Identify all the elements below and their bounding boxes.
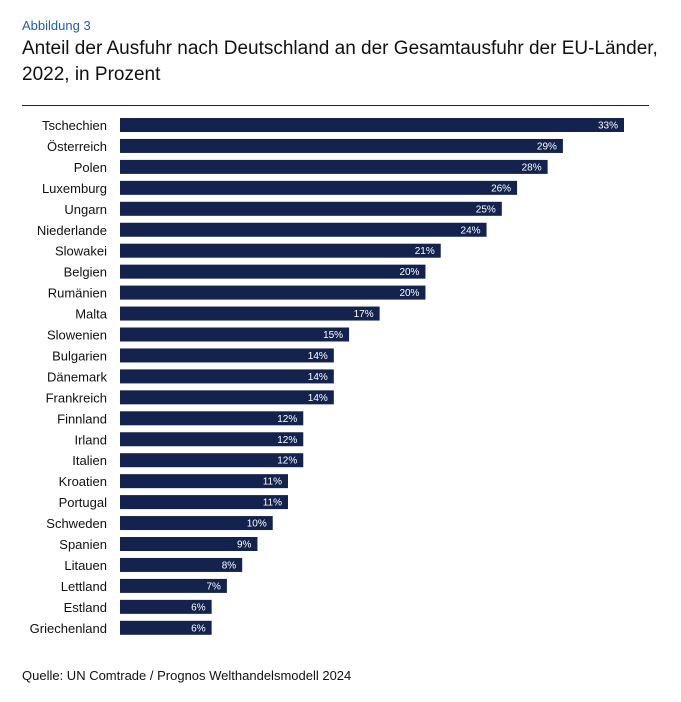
bar — [120, 180, 518, 195]
category-label: Slowenien — [47, 328, 107, 343]
category-label: Lettland — [61, 579, 107, 594]
data-label: 33% — [598, 121, 618, 132]
bar — [120, 453, 304, 468]
bar — [120, 432, 304, 447]
data-label: 8% — [222, 560, 237, 571]
category-label: Dänemark — [47, 369, 107, 384]
bar — [120, 390, 334, 405]
bar — [120, 306, 380, 321]
category-label: Frankreich — [46, 390, 107, 405]
data-label: 20% — [399, 288, 419, 299]
bar — [120, 118, 624, 132]
category-label: Finnland — [57, 411, 107, 426]
data-label: 20% — [399, 267, 419, 278]
category-label: Belgien — [64, 265, 107, 280]
data-label: 12% — [277, 435, 297, 446]
category-label: Irland — [74, 432, 107, 447]
bar — [120, 264, 426, 279]
figure-label: Abbildung 3 — [22, 18, 91, 33]
data-label: 10% — [247, 519, 267, 530]
category-label: Kroatien — [59, 474, 107, 489]
data-label: 28% — [522, 162, 542, 173]
category-label: Polen — [74, 160, 107, 175]
data-label: 11% — [263, 498, 282, 509]
category-label: Luxemburg — [42, 181, 107, 196]
data-label: 6% — [191, 623, 206, 634]
category-label: Tschechien — [42, 118, 107, 133]
bar — [120, 285, 426, 300]
data-label: 12% — [277, 414, 297, 425]
data-label: 14% — [308, 372, 328, 383]
category-label: Ungarn — [64, 202, 107, 217]
bar — [120, 557, 243, 572]
data-label: 14% — [308, 351, 328, 362]
bar — [120, 578, 227, 593]
bar — [120, 222, 487, 237]
category-label: Niederlande — [37, 223, 107, 238]
bar — [120, 201, 502, 216]
category-label: Malta — [75, 307, 108, 322]
data-label: 29% — [537, 141, 557, 152]
bar — [120, 327, 350, 342]
bar — [120, 411, 304, 426]
bar — [120, 516, 273, 531]
data-label: 25% — [476, 204, 496, 215]
bar — [120, 474, 288, 489]
bar — [120, 243, 441, 258]
category-label: Rumänien — [48, 286, 107, 301]
category-label: Slowakei — [55, 244, 107, 259]
bar — [120, 537, 258, 551]
bar — [120, 495, 288, 510]
data-label: 6% — [191, 602, 206, 613]
data-label: 17% — [354, 309, 374, 320]
category-label: Portugal — [59, 495, 108, 510]
category-label: Schweden — [46, 516, 107, 531]
category-label: Estland — [64, 600, 107, 615]
data-label: 24% — [461, 225, 481, 236]
data-label: 9% — [237, 540, 252, 551]
bar — [120, 369, 334, 384]
bar — [120, 599, 212, 614]
bar — [120, 348, 334, 363]
data-label: 14% — [308, 393, 328, 404]
category-label: Spanien — [59, 537, 107, 552]
category-label: Griechenland — [30, 621, 107, 636]
data-label: 12% — [277, 456, 297, 467]
bar — [120, 620, 212, 635]
chart-title: Anteil der Ausfuhr nach Deutschland an d… — [22, 38, 658, 85]
data-label: 21% — [415, 246, 435, 257]
data-label: 7% — [206, 581, 221, 592]
data-label: 15% — [323, 330, 343, 341]
category-label: Österreich — [47, 139, 107, 154]
bar-chart: Tschechien 33% Österreich 29% Polen 28% Luxemb… — [30, 118, 624, 636]
category-label: Litauen — [64, 558, 107, 573]
title-divider — [22, 105, 649, 106]
category-label: Bulgarien — [52, 348, 107, 363]
source-note: Quelle: UN Comtrade / Prognos Welthandel… — [22, 668, 352, 683]
data-label: 11% — [263, 477, 282, 488]
bar — [120, 138, 563, 153]
bar — [120, 159, 548, 174]
data-label: 26% — [491, 183, 511, 194]
category-label: Italien — [72, 453, 107, 468]
